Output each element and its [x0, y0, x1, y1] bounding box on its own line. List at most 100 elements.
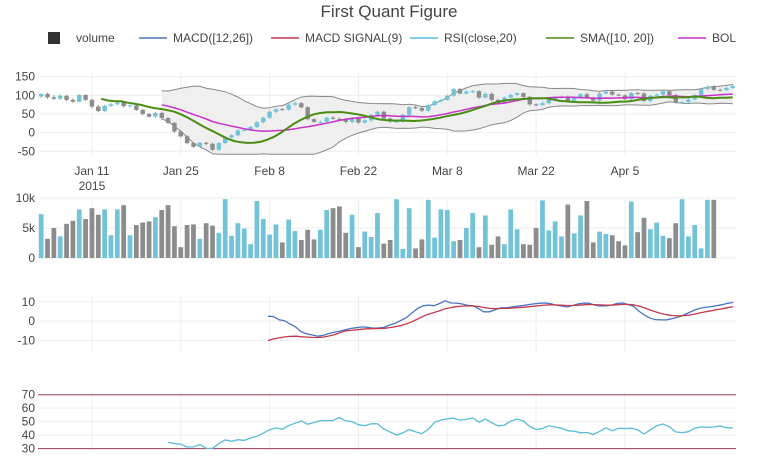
- candle-body: [165, 118, 171, 123]
- candle-body: [127, 105, 133, 107]
- price-y-tick: 0: [28, 126, 35, 140]
- volume-bar: [559, 236, 564, 258]
- volume-bar: [470, 213, 476, 258]
- volume-bar: [654, 222, 660, 258]
- candle-body: [375, 111, 380, 115]
- candle-body: [299, 103, 304, 108]
- candle-body: [406, 107, 412, 115]
- bollinger-band-fill: [161, 83, 733, 155]
- candle-body: [191, 143, 196, 147]
- candle-body: [216, 143, 222, 150]
- candle-body: [362, 120, 368, 123]
- macd-signal-line: [267, 303, 734, 342]
- candle-body: [578, 94, 583, 98]
- candle-body: [197, 142, 203, 147]
- candle-body: [508, 94, 513, 98]
- legend: volume MACD([12,26]) MACD SIGNAL(9) RSI(clo…: [48, 31, 736, 45]
- candle-body: [102, 105, 107, 112]
- volume-bar: [647, 229, 653, 258]
- volume-bar: [584, 201, 590, 258]
- volume-bar: [153, 217, 158, 258]
- volume-bar: [590, 242, 596, 258]
- volume-bar: [413, 248, 418, 258]
- macd-y-tick: -10: [18, 333, 36, 347]
- candle-body: [457, 89, 463, 94]
- macd-y-tick: 0: [28, 314, 35, 328]
- candle-body: [413, 107, 418, 109]
- price-y-tick: 150: [15, 70, 35, 84]
- volume-bar: [76, 209, 82, 258]
- volume-bar: [540, 200, 545, 258]
- x-tick-label: Feb 22: [340, 164, 378, 178]
- candle-body: [610, 91, 615, 95]
- rsi-line: [167, 416, 733, 450]
- volume-bar: [102, 209, 108, 258]
- volume-bar: [489, 244, 495, 258]
- bollinger-mid-line: [161, 93, 733, 132]
- legend-item: MACD SIGNAL(9): [271, 31, 402, 45]
- candle-body: [489, 93, 494, 100]
- candle-body: [140, 109, 145, 114]
- volume-bar: [241, 228, 247, 258]
- candle-body: [597, 93, 602, 101]
- legend-item: RSI(close,20): [410, 31, 517, 45]
- volume-bar: [546, 230, 552, 258]
- candle-body: [121, 102, 126, 107]
- volume-bar: [673, 223, 679, 258]
- candle-body: [96, 106, 101, 112]
- volume-bar: [444, 210, 450, 258]
- candle-body: [717, 89, 723, 91]
- candle-body: [45, 93, 50, 98]
- x-tick-label: Mar 8: [432, 164, 463, 178]
- x-tick-label: Mar 22: [517, 164, 555, 178]
- volume-bar: [666, 238, 672, 258]
- volume-bar: [349, 214, 355, 258]
- candle-body: [591, 97, 596, 101]
- volume-bar: [502, 244, 507, 258]
- volume-bar: [133, 225, 139, 258]
- candle-body: [210, 143, 215, 150]
- legend-swatch: [48, 32, 60, 44]
- volume-bar: [330, 208, 336, 258]
- volume-bar: [178, 247, 184, 258]
- rsi-y-tick: 70: [22, 388, 36, 402]
- volume-bar: [248, 244, 253, 258]
- volume-bar: [191, 224, 196, 258]
- volume-bar: [172, 226, 177, 258]
- candle-body: [533, 104, 539, 106]
- volume-bar: [222, 199, 228, 258]
- candle-body: [286, 104, 291, 110]
- volume-bar: [451, 241, 457, 258]
- candle-body: [89, 99, 95, 107]
- legend-label: volume: [76, 31, 115, 45]
- volume-bar: [324, 210, 330, 258]
- legend-item: BOL: [678, 31, 736, 45]
- candle-body: [546, 99, 552, 104]
- volume-bar: [381, 243, 387, 258]
- volume-bar: [368, 237, 374, 258]
- volume-bar: [571, 233, 577, 258]
- candle-body: [483, 93, 488, 98]
- candle-body: [267, 111, 272, 118]
- rsi-y-tick: 30: [22, 442, 36, 456]
- chart-title: First Quant Figure: [321, 2, 458, 21]
- volume-bar: [686, 236, 691, 258]
- volume-bar: [495, 236, 501, 258]
- bollinger-lower-line: [161, 101, 733, 155]
- volume-bar: [95, 214, 101, 258]
- volume-bar: [609, 235, 615, 258]
- legend-item: SMA([10, 20]): [546, 31, 654, 45]
- candle-body: [146, 114, 152, 117]
- volume-bar: [45, 238, 50, 258]
- candle-body: [527, 96, 532, 105]
- candle-body: [343, 119, 348, 122]
- volume-bar: [705, 199, 710, 258]
- candle-body: [476, 91, 482, 98]
- candle-body: [261, 117, 266, 123]
- candle-body: [349, 118, 355, 122]
- volume-bar: [419, 239, 425, 258]
- volume-bar: [298, 240, 304, 258]
- volume-bar: [267, 234, 272, 258]
- rsi-y-tick: 60: [22, 401, 36, 415]
- candle-body: [565, 96, 571, 101]
